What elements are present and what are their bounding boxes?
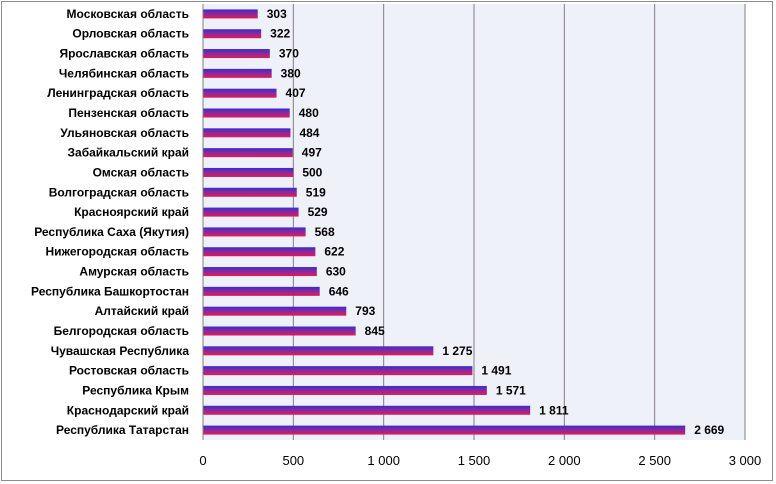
category-label: Челябинская область — [59, 66, 189, 80]
data-label: 568 — [315, 225, 335, 239]
category-label: Краснодарский край — [67, 403, 189, 417]
bar — [203, 405, 531, 415]
category-label: Республика Крым — [82, 383, 189, 397]
category-label: Амурская область — [79, 265, 189, 279]
category-label: Республика Башкортостан — [31, 284, 189, 298]
data-label: 303 — [267, 7, 287, 21]
x-tick-label: 500 — [282, 453, 304, 468]
bar — [203, 366, 473, 376]
bar — [203, 68, 272, 78]
bar — [203, 286, 320, 296]
data-label: 1 811 — [539, 403, 569, 417]
data-label: 484 — [299, 126, 319, 140]
category-label: Республика Татарстан — [56, 423, 189, 437]
data-label: 845 — [365, 324, 385, 338]
data-label: 793 — [355, 304, 375, 318]
category-label: Чувашская Республика — [51, 344, 190, 358]
category-label: Нижегородская область — [45, 245, 189, 259]
x-tick-label: 0 — [199, 453, 206, 468]
category-label: Волгоградская область — [49, 185, 189, 199]
bar — [203, 346, 434, 356]
bar — [203, 187, 297, 197]
category-label: Белгородская область — [54, 324, 189, 338]
category-label: Ульяновская область — [60, 126, 189, 140]
bar — [203, 49, 270, 59]
data-label: 480 — [299, 106, 319, 120]
data-label: 1 571 — [496, 383, 526, 397]
category-label: Алтайский край — [95, 304, 189, 318]
category-label: Омская область — [93, 165, 189, 179]
data-label: 407 — [286, 86, 306, 100]
bar — [203, 306, 347, 316]
data-label: 322 — [270, 27, 290, 41]
bar — [203, 207, 299, 217]
category-label: Пензенская область — [68, 106, 189, 120]
x-tick-label: 1 500 — [458, 453, 491, 468]
bar — [203, 9, 258, 19]
bar — [203, 108, 290, 118]
bars — [203, 9, 686, 435]
bar — [203, 148, 293, 158]
data-label: 2 669 — [694, 423, 724, 437]
bar — [203, 326, 356, 336]
data-label: 370 — [279, 47, 299, 61]
category-label: Ярославская область — [59, 47, 189, 61]
x-tick-label: 3 000 — [729, 453, 762, 468]
bar — [203, 425, 686, 435]
category-label: Красноярский край — [74, 205, 189, 219]
x-tick-label: 2 000 — [548, 453, 581, 468]
data-label: 1 491 — [481, 364, 511, 378]
data-label: 380 — [281, 66, 301, 80]
bar — [203, 167, 294, 177]
data-label: 646 — [329, 284, 349, 298]
bar — [203, 29, 262, 39]
data-label: 1 275 — [442, 344, 472, 358]
gridlines — [292, 4, 746, 440]
category-label: Республика Саха (Якутия) — [34, 225, 189, 239]
bar — [203, 247, 316, 257]
data-label: 622 — [324, 245, 344, 259]
bar — [203, 267, 317, 277]
bar — [203, 385, 487, 395]
category-label: Орловская область — [72, 27, 189, 41]
category-labels: Московская область Орловская область Яросл… — [31, 7, 189, 437]
data-label: 500 — [302, 165, 322, 179]
data-label: 519 — [306, 185, 326, 199]
category-label: Московская область — [67, 7, 189, 21]
data-label: 630 — [326, 265, 346, 279]
x-tick-label: 1 000 — [367, 453, 400, 468]
data-label: 497 — [302, 146, 322, 160]
category-label: Ростовская область — [69, 364, 189, 378]
value-labels: 303 322 370 380 407 480 484 497 500 519 529 568 622 6… — [267, 7, 725, 437]
x-tick-labels: 0 500 1 000 1 500 2 000 2 500 3 000 — [199, 453, 761, 468]
x-tick-label: 2 500 — [638, 453, 671, 468]
category-label: Ленинградская область — [47, 86, 189, 100]
category-label: Забайкальский край — [68, 146, 190, 160]
bar — [203, 88, 277, 98]
data-label: 529 — [308, 205, 328, 219]
bar — [203, 227, 306, 237]
bar — [203, 128, 291, 138]
